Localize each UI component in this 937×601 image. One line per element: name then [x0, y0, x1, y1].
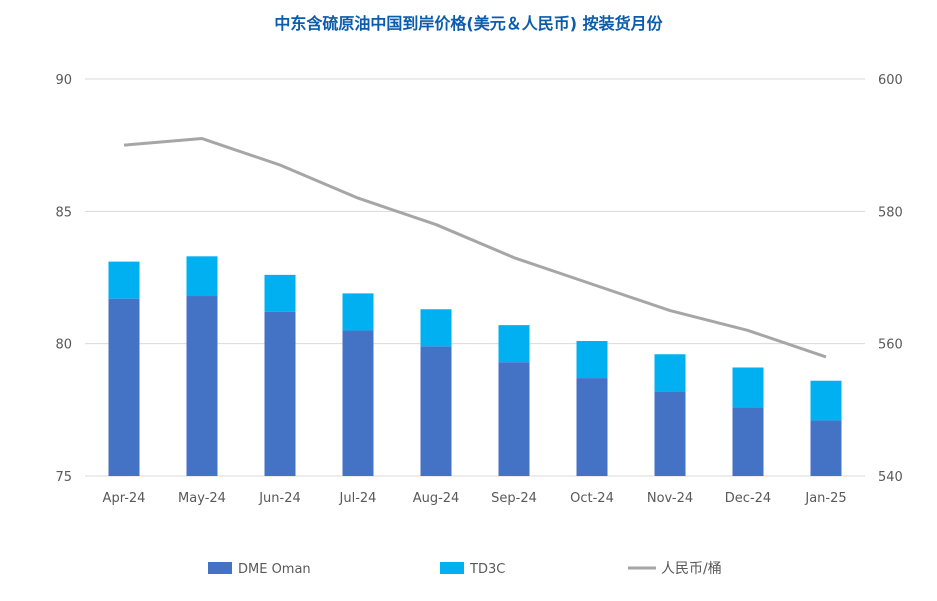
y-right-tick-label: 560 — [878, 338, 903, 353]
bar-td3c — [732, 367, 764, 408]
legend-label-td3c: TD3C — [469, 562, 505, 577]
bar-dme-oman — [810, 420, 842, 476]
x-tick-label: Dec-24 — [725, 491, 771, 506]
bar-td3c — [810, 380, 842, 421]
y-left-tick-label: 85 — [55, 205, 72, 220]
x-tick-label: Aug-24 — [413, 491, 460, 506]
legend-label-rmb: 人民币/桶 — [661, 561, 722, 577]
x-tick-label: Nov-24 — [647, 491, 693, 506]
legend-swatch-td3c — [440, 562, 464, 574]
legend-swatch-dme-oman — [208, 562, 232, 574]
bar-dme-oman — [420, 346, 452, 476]
bar-dme-oman — [732, 407, 764, 476]
x-tick-label: Apr-24 — [103, 491, 146, 506]
y-right-tick-label: 540 — [878, 470, 903, 485]
y-right-tick-label: 600 — [878, 73, 903, 88]
bar-dme-oman — [576, 378, 608, 476]
x-tick-label: Sep-24 — [491, 491, 537, 506]
y-left-tick-label: 75 — [55, 470, 72, 485]
y-left-tick-label: 90 — [55, 73, 72, 88]
y-right-tick-label: 580 — [878, 205, 903, 220]
bar-dme-oman — [108, 298, 140, 476]
bar-dme-oman — [186, 296, 218, 476]
x-tick-label: Jan-25 — [804, 491, 846, 506]
bar-dme-oman — [498, 362, 530, 476]
y-left-tick-label: 80 — [55, 338, 72, 353]
bar-td3c — [186, 256, 218, 297]
x-tick-label: May-24 — [178, 491, 226, 506]
x-tick-label: Oct-24 — [570, 491, 614, 506]
bar-td3c — [420, 309, 452, 347]
bar-dme-oman — [654, 391, 686, 476]
bar-dme-oman — [342, 330, 374, 476]
bar-td3c — [264, 274, 296, 312]
bar-td3c — [342, 293, 374, 331]
bar-dme-oman — [264, 311, 296, 476]
legend-label-dme-oman: DME Oman — [238, 562, 311, 577]
bar-td3c — [498, 325, 530, 363]
bar-td3c — [654, 354, 686, 392]
x-tick-label: Jun-24 — [258, 491, 301, 506]
x-tick-label: Jul-24 — [339, 491, 377, 506]
bar-td3c — [108, 261, 140, 299]
chart-title: 中东含硫原油中国到岸价格(美元＆人民币) 按装货月份 — [274, 14, 663, 33]
series-line-rmb — [123, 137, 827, 359]
bar-td3c — [576, 341, 608, 379]
